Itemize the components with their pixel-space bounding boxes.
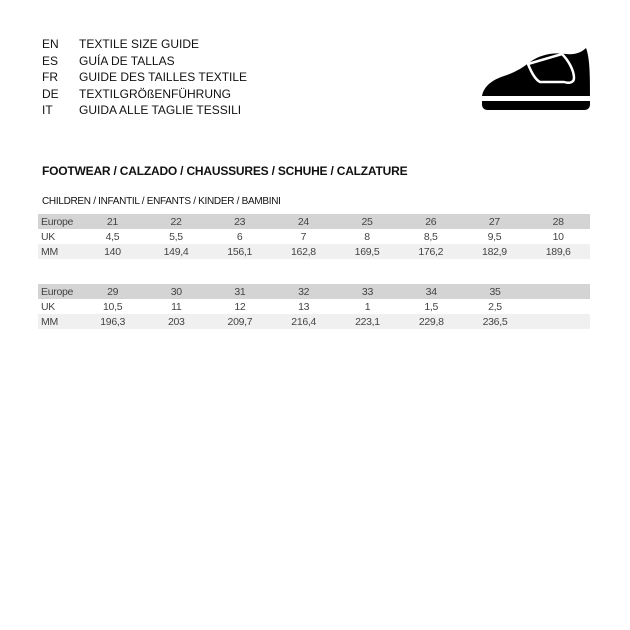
section-title: FOOTWEAR / CALZADO / CHAUSSURES / SCHUHE… [42, 164, 408, 178]
lang-code: FR [42, 70, 58, 85]
size-cell: 33 [361, 285, 373, 298]
row-label: Europe [41, 285, 74, 298]
lang-title: GUÍA DE TALLAS [79, 53, 175, 68]
lang-row-fr: FR GUIDE DES TAILLES TEXTILE [42, 69, 247, 86]
size-cell: 22 [170, 215, 182, 228]
lang-row-de: DE TEXTILGRÖßENFÜHRUNG [42, 86, 247, 103]
subsection-title: CHILDREN / INFANTIL / ENFANTS / KINDER /… [42, 196, 281, 207]
lang-title: GUIDE DES TAILLES TEXTILE [79, 70, 248, 85]
size-cell: 21 [106, 215, 118, 228]
size-cell: 10 [552, 230, 564, 243]
size-cell [527, 284, 590, 299]
size-cell: 140 [104, 245, 121, 258]
lang-code: IT [42, 103, 53, 118]
size-table-2: Europe 29 30 31 32 33 34 35 UK 10,5 11 12 13 1 1,5 2,5 M… [38, 284, 590, 329]
lang-row-en: EN TEXTILE SIZE GUIDE [42, 36, 247, 53]
size-cell [527, 314, 590, 329]
size-cell: 203 [167, 315, 185, 328]
table-row-mm: MM 140 149,4 156,1 162,8 169,5 176,2 182,9 189,6 [38, 244, 590, 259]
row-label: UK [41, 300, 55, 313]
size-cell: 8 [364, 230, 370, 243]
size-cell: 1,5 [424, 300, 439, 313]
size-cell: 10,5 [103, 300, 123, 313]
table-row-eu: Europe 21 22 23 24 25 26 27 28 [38, 214, 590, 229]
row-label: MM [41, 245, 58, 258]
lang-code: EN [42, 37, 59, 51]
size-cell: 196,3 [100, 315, 126, 328]
size-cell: 28 [552, 215, 564, 228]
size-cell: 11 [171, 300, 182, 313]
language-list: EN TEXTILE SIZE GUIDE ES GUÍA DE TALLAS FR… [42, 36, 247, 119]
shoe-velcro-icon [482, 48, 590, 110]
table-row-eu: Europe 29 30 31 32 33 34 35 [38, 284, 590, 299]
size-cell: 216,4 [291, 315, 317, 328]
size-cell: 24 [297, 215, 309, 228]
size-cell: 149,4 [163, 245, 189, 258]
size-cell: 32 [298, 285, 310, 298]
size-cell: 189,6 [545, 245, 571, 258]
size-cell: 156,1 [227, 245, 253, 258]
size-cell: 236,5 [482, 315, 508, 328]
size-cell: 26 [425, 215, 437, 228]
size-cell [527, 299, 590, 314]
size-cell: 176,2 [418, 245, 444, 258]
table-row-uk: UK 4,5 5,5 6 7 8 8,5 9,5 10 [38, 229, 590, 244]
size-cell: 23 [234, 215, 246, 228]
size-cell: 209,7 [227, 315, 253, 328]
size-cell: 5,5 [169, 230, 183, 243]
size-cell: 30 [170, 285, 182, 298]
size-cell: 9,5 [487, 230, 502, 243]
size-cell: 35 [489, 285, 501, 298]
table-row-mm: MM 196,3 203 209,7 216,4 223,1 229,8 236,5 [38, 314, 590, 329]
size-cell: 162,8 [290, 245, 316, 258]
size-cell: 29 [107, 285, 119, 298]
size-cell: 169,5 [354, 245, 380, 258]
lang-code: ES [42, 53, 59, 68]
lang-title: TEXTILGRÖßENFÜHRUNG [79, 86, 232, 101]
lang-title: GUIDA ALLE TAGLIE TESSILI [79, 103, 242, 118]
lang-code: DE [42, 86, 59, 101]
size-cell: 8,5 [423, 230, 438, 243]
size-cell: 27 [488, 215, 500, 228]
table-row-uk: UK 10,5 11 12 13 1 1,5 2,5 [38, 299, 590, 314]
row-label: Europe [41, 215, 74, 228]
size-cell: 34 [425, 285, 437, 298]
size-cell: 229,8 [418, 315, 444, 328]
size-cell: 31 [234, 285, 246, 298]
row-label: MM [41, 315, 58, 328]
row-label: UK [41, 230, 55, 243]
size-cell: 13 [298, 300, 310, 313]
size-cell: 182,9 [482, 245, 507, 258]
size-cell: 2,5 [488, 300, 502, 313]
lang-row-it: IT GUIDA ALLE TAGLIE TESSILI [42, 102, 247, 119]
size-cell: 7 [300, 230, 307, 243]
size-cell: 12 [234, 300, 246, 313]
size-cell: 25 [361, 215, 373, 228]
lang-title: TEXTILE SIZE GUIDE [79, 37, 200, 51]
size-cell: 4,5 [105, 230, 120, 243]
size-cell: 223,1 [355, 315, 380, 328]
size-cell: 1 [364, 300, 371, 313]
size-table-1: Europe 21 22 23 24 25 26 27 28 UK 4,5 5,5 6 7 8 8,5 9,5 1… [38, 214, 590, 259]
lang-row-es: ES GUÍA DE TALLAS [42, 53, 247, 70]
size-cell: 6 [236, 230, 243, 243]
